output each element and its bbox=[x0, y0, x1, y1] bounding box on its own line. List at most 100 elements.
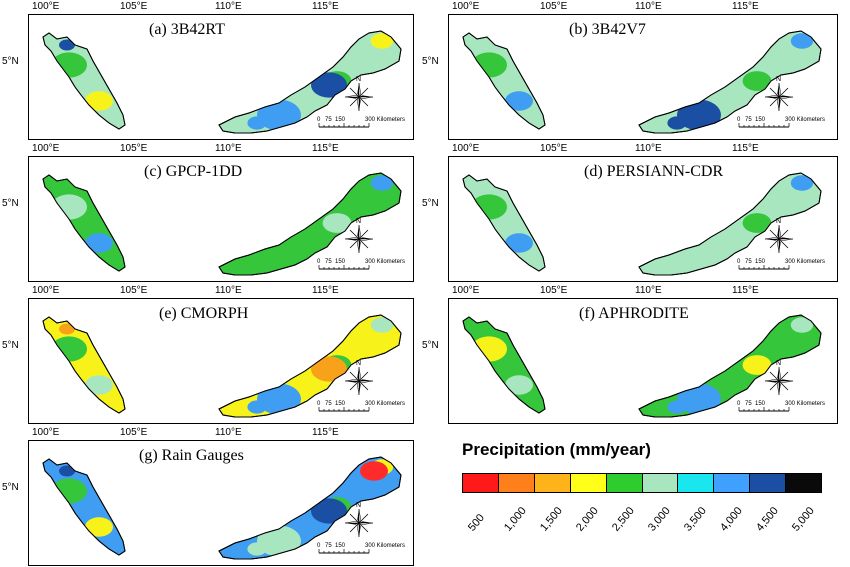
legend-swatch bbox=[714, 474, 751, 492]
lon-tick-label: 100°E bbox=[32, 427, 60, 438]
map-canvas: N 0 75 150 300 Kilometers bbox=[42, 314, 405, 418]
scale-bar-label: 150 bbox=[755, 259, 766, 265]
lon-tick-label: 115°E bbox=[312, 143, 339, 154]
scale-bar-label: 150 bbox=[335, 117, 346, 123]
lat-tick-label: 5°N bbox=[2, 198, 19, 209]
legend-label: 5,000 bbox=[790, 504, 817, 534]
scale-bar-label: 0 bbox=[317, 543, 321, 549]
scale-bar: 0 75 150 300 Kilometers bbox=[317, 543, 405, 554]
precip-zone bbox=[742, 213, 772, 233]
map-canvas: N 0 75 150 300 Kilometers bbox=[462, 172, 825, 276]
panel-title: (b) 3B42V7 bbox=[569, 21, 646, 38]
lon-tick-label: 110°E bbox=[215, 1, 242, 12]
legend-label: 1,500 bbox=[538, 504, 565, 534]
precip-zone bbox=[311, 498, 347, 524]
lat-tick-label: 5°N bbox=[2, 482, 19, 493]
scale-bar-label: 150 bbox=[335, 543, 346, 549]
lon-tick-label: 100°E bbox=[452, 1, 480, 12]
scale-bar-label: 75 bbox=[325, 401, 332, 407]
precip-zone bbox=[257, 383, 301, 415]
legend-swatch bbox=[786, 474, 822, 492]
map-canvas: N 0 75 150 300 Kilometers bbox=[42, 30, 405, 134]
legend-swatch bbox=[750, 474, 787, 492]
legend-label: 2,500 bbox=[610, 504, 637, 534]
precip-zone bbox=[59, 323, 75, 335]
scale-bar-label: 0 bbox=[317, 259, 321, 265]
precip-zone bbox=[51, 194, 87, 220]
scale-bar-label: 75 bbox=[325, 543, 332, 549]
scale-bar-label: 300 Kilometers bbox=[365, 259, 405, 265]
legend-label: 3,000 bbox=[646, 504, 673, 534]
scale-bar: 0 75 150 300 Kilometers bbox=[737, 117, 825, 128]
scale-bar: 0 75 150 300 Kilometers bbox=[317, 401, 405, 412]
lon-tick-label: 110°E bbox=[215, 427, 242, 438]
scale-bar: 0 75 150 300 Kilometers bbox=[737, 259, 825, 270]
scale-bar-label: 75 bbox=[745, 259, 752, 265]
lon-tick-label: 115°E bbox=[312, 427, 339, 438]
lat-tick-label: 5°N bbox=[422, 56, 439, 67]
legend-label: 1,000 bbox=[502, 504, 529, 534]
precip-zone bbox=[677, 383, 721, 415]
north-arrow-icon: N bbox=[344, 218, 374, 254]
precip-zone bbox=[505, 375, 533, 395]
lon-tick-label: 115°E bbox=[732, 143, 759, 154]
precip-zone bbox=[471, 194, 507, 220]
panel-title: (c) GPCP-1DD bbox=[144, 163, 243, 180]
panel-title: (a) 3B42RT bbox=[149, 21, 225, 38]
precip-zone bbox=[370, 175, 394, 191]
lon-tick-label: 105°E bbox=[120, 427, 148, 438]
scale-bar: 0 75 150 300 Kilometers bbox=[317, 117, 405, 128]
map-panel-c: N 0 75 150 300 Kilometers (c) GPCP-1DD bbox=[28, 156, 414, 282]
precip-zone bbox=[370, 33, 394, 49]
scale-bar-label: 150 bbox=[755, 401, 766, 407]
lon-tick-label: 105°E bbox=[540, 143, 568, 154]
precip-zone bbox=[51, 52, 87, 78]
precip-zone bbox=[742, 71, 772, 91]
lon-tick-label: 110°E bbox=[215, 143, 242, 154]
precip-zone bbox=[247, 542, 267, 556]
legend-color-bar bbox=[462, 473, 822, 493]
panel-title: (g) Rain Gauges bbox=[139, 447, 244, 464]
legend-swatch bbox=[463, 474, 499, 492]
map-panel-g: N 0 75 150 300 Kilometers (g) Rain Gauges bbox=[28, 440, 414, 566]
lat-tick-label: 5°N bbox=[2, 56, 19, 67]
scale-bar-label: 300 Kilometers bbox=[365, 401, 405, 407]
lon-tick-label: 105°E bbox=[120, 1, 148, 12]
legend-label: 500 bbox=[466, 511, 487, 534]
precip-zone bbox=[257, 99, 301, 131]
precip-zone bbox=[85, 233, 113, 253]
precip-zone bbox=[790, 317, 814, 333]
precip-zone bbox=[667, 400, 687, 414]
scale-bar-label: 0 bbox=[737, 259, 741, 265]
map-canvas: N 0 75 150 300 Kilometers bbox=[42, 456, 405, 560]
scale-bar-label: 75 bbox=[745, 401, 752, 407]
legend-label: 4,500 bbox=[754, 504, 781, 534]
lon-tick-label: 105°E bbox=[540, 285, 568, 296]
precip-zone bbox=[505, 233, 533, 253]
legend-swatch bbox=[606, 474, 643, 492]
legend-label: 3,500 bbox=[682, 504, 709, 534]
scale-bar-label: 0 bbox=[317, 117, 321, 123]
north-arrow-icon: N bbox=[764, 218, 794, 254]
lon-tick-label: 100°E bbox=[32, 285, 60, 296]
peninsular-malaysia-region bbox=[462, 32, 546, 130]
scale-bar-label: 300 Kilometers bbox=[785, 117, 825, 123]
lon-tick-label: 105°E bbox=[120, 285, 148, 296]
scale-bar-label: 75 bbox=[325, 259, 332, 265]
north-arrow-icon: N bbox=[344, 76, 374, 112]
precip-zone bbox=[667, 116, 687, 130]
precip-zone bbox=[505, 91, 533, 111]
lon-tick-label: 105°E bbox=[540, 1, 568, 12]
precip-zone bbox=[51, 336, 87, 362]
precip-zone bbox=[790, 33, 814, 49]
precip-zone bbox=[247, 400, 267, 414]
lon-tick-label: 115°E bbox=[312, 1, 339, 12]
precip-zone bbox=[247, 116, 267, 130]
scale-bar-label: 150 bbox=[335, 401, 346, 407]
precip-zone bbox=[85, 91, 113, 111]
svg-text:N: N bbox=[776, 218, 781, 225]
legend-swatch bbox=[642, 474, 679, 492]
panel-title: (e) CMORPH bbox=[159, 305, 249, 322]
map-panel-a: N 0 75 150 300 Kilometers (a) 3B42RT bbox=[28, 14, 414, 140]
scale-bar: 0 75 150 300 Kilometers bbox=[737, 401, 825, 412]
